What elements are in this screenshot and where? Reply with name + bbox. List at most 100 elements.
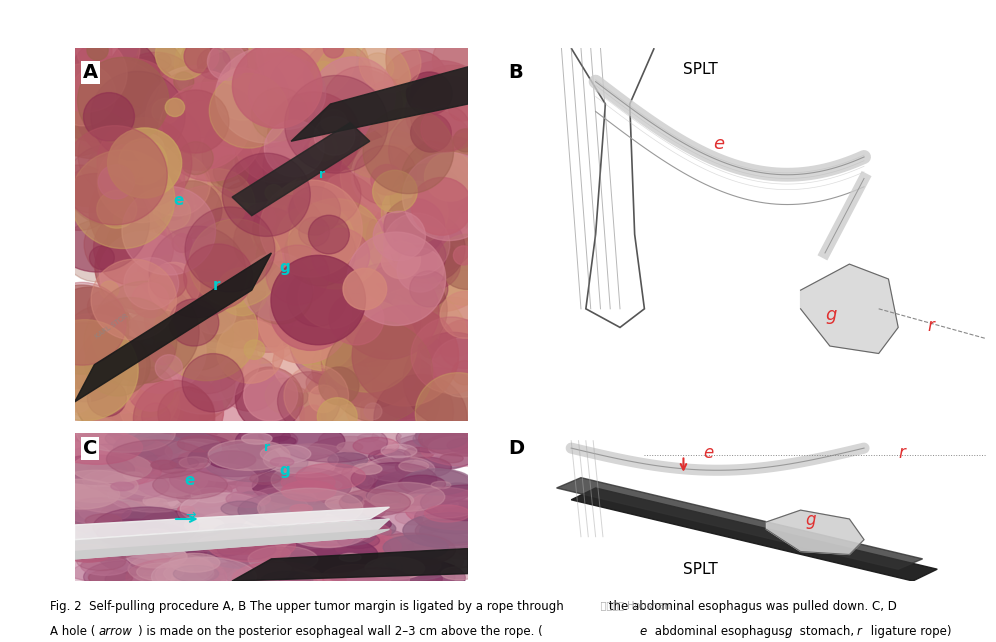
Circle shape bbox=[275, 309, 309, 342]
Circle shape bbox=[411, 177, 472, 235]
Circle shape bbox=[236, 469, 332, 505]
Circle shape bbox=[192, 293, 236, 334]
Circle shape bbox=[191, 488, 231, 503]
Circle shape bbox=[288, 518, 367, 548]
Circle shape bbox=[265, 166, 321, 219]
Circle shape bbox=[192, 240, 282, 324]
Circle shape bbox=[315, 480, 342, 490]
Circle shape bbox=[274, 523, 317, 540]
Circle shape bbox=[427, 190, 483, 243]
Circle shape bbox=[267, 191, 287, 209]
Circle shape bbox=[123, 507, 177, 528]
Circle shape bbox=[142, 499, 163, 507]
Circle shape bbox=[135, 441, 228, 476]
Circle shape bbox=[270, 498, 360, 532]
Circle shape bbox=[119, 135, 173, 187]
Circle shape bbox=[447, 438, 486, 453]
Circle shape bbox=[120, 378, 180, 435]
Circle shape bbox=[304, 69, 412, 172]
Circle shape bbox=[300, 362, 407, 464]
Circle shape bbox=[152, 473, 177, 482]
Circle shape bbox=[265, 19, 370, 119]
Circle shape bbox=[124, 369, 177, 419]
Circle shape bbox=[100, 281, 119, 299]
Circle shape bbox=[140, 528, 171, 541]
Circle shape bbox=[368, 482, 445, 512]
Circle shape bbox=[128, 553, 172, 569]
Circle shape bbox=[98, 140, 184, 223]
Circle shape bbox=[197, 48, 230, 79]
Circle shape bbox=[329, 293, 383, 345]
Circle shape bbox=[203, 528, 313, 568]
Circle shape bbox=[264, 216, 368, 314]
Circle shape bbox=[374, 449, 410, 462]
Circle shape bbox=[402, 440, 440, 454]
Circle shape bbox=[374, 443, 407, 455]
Circle shape bbox=[39, 282, 126, 365]
Circle shape bbox=[172, 549, 200, 559]
Circle shape bbox=[60, 503, 159, 541]
Circle shape bbox=[371, 164, 403, 195]
Circle shape bbox=[396, 570, 442, 587]
Circle shape bbox=[342, 460, 417, 488]
Circle shape bbox=[338, 459, 380, 476]
Circle shape bbox=[71, 150, 174, 248]
Circle shape bbox=[299, 574, 323, 583]
Circle shape bbox=[420, 105, 470, 152]
Circle shape bbox=[154, 54, 171, 70]
Circle shape bbox=[177, 435, 221, 452]
Circle shape bbox=[113, 52, 200, 135]
Circle shape bbox=[243, 562, 281, 577]
Circle shape bbox=[124, 257, 178, 309]
Circle shape bbox=[395, 510, 434, 525]
Text: 你好学术 Houshan: 你好学术 Houshan bbox=[588, 600, 670, 611]
Circle shape bbox=[136, 114, 232, 205]
Circle shape bbox=[79, 497, 153, 525]
Circle shape bbox=[51, 55, 143, 143]
Circle shape bbox=[169, 299, 219, 346]
Circle shape bbox=[252, 528, 308, 549]
Circle shape bbox=[53, 470, 138, 502]
Circle shape bbox=[286, 93, 315, 121]
Circle shape bbox=[360, 144, 427, 209]
Circle shape bbox=[116, 424, 186, 450]
Circle shape bbox=[124, 537, 154, 548]
Circle shape bbox=[252, 467, 352, 505]
Text: e: e bbox=[185, 473, 195, 488]
Circle shape bbox=[196, 557, 226, 569]
Circle shape bbox=[157, 435, 241, 465]
Circle shape bbox=[83, 470, 139, 491]
Circle shape bbox=[370, 220, 456, 302]
Circle shape bbox=[150, 506, 224, 534]
Circle shape bbox=[423, 512, 462, 527]
Circle shape bbox=[326, 321, 432, 422]
Circle shape bbox=[162, 538, 231, 564]
Circle shape bbox=[422, 297, 485, 356]
Circle shape bbox=[71, 482, 114, 498]
Circle shape bbox=[249, 546, 291, 561]
Circle shape bbox=[302, 476, 345, 493]
Circle shape bbox=[271, 256, 366, 345]
Circle shape bbox=[83, 340, 160, 413]
Circle shape bbox=[309, 385, 338, 413]
Circle shape bbox=[347, 232, 445, 325]
Circle shape bbox=[115, 447, 178, 471]
Circle shape bbox=[186, 220, 254, 283]
Circle shape bbox=[367, 191, 466, 286]
Circle shape bbox=[413, 270, 521, 372]
Circle shape bbox=[263, 446, 339, 474]
Circle shape bbox=[112, 514, 140, 525]
Text: g: g bbox=[825, 306, 837, 324]
Circle shape bbox=[153, 195, 190, 230]
Text: ) is made on the posterior esophageal wall 2–3 cm above the rope. (: ) is made on the posterior esophageal wa… bbox=[137, 625, 543, 638]
Circle shape bbox=[388, 92, 404, 108]
Circle shape bbox=[295, 241, 399, 340]
Circle shape bbox=[239, 261, 332, 349]
Circle shape bbox=[453, 499, 474, 508]
Circle shape bbox=[150, 510, 233, 541]
Circle shape bbox=[403, 333, 503, 427]
Circle shape bbox=[418, 182, 471, 231]
Text: SPLT: SPLT bbox=[683, 562, 718, 577]
Text: r: r bbox=[212, 278, 220, 293]
Circle shape bbox=[437, 257, 488, 305]
